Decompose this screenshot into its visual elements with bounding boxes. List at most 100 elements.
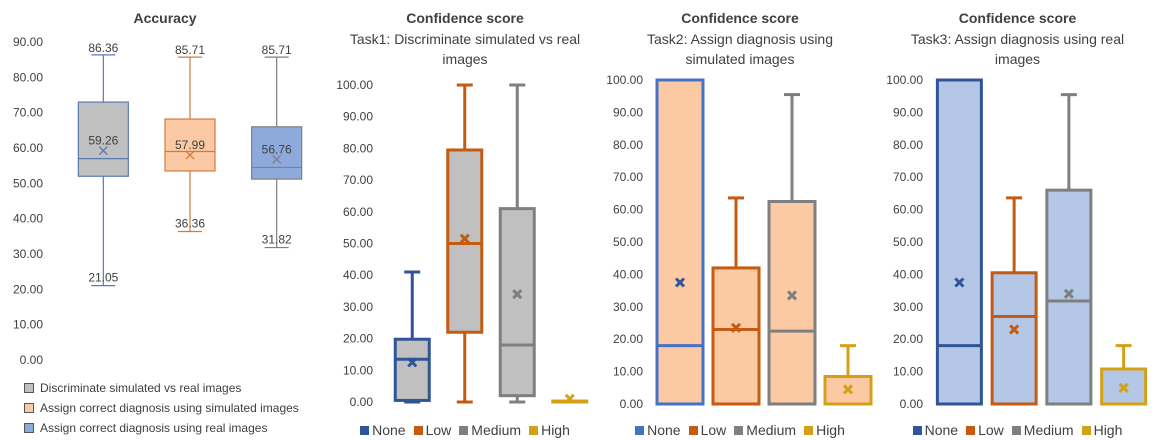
box-iqr	[655, 78, 705, 406]
mean-marker	[407, 357, 418, 368]
legend-item: Medium	[1011, 422, 1074, 438]
mean-value-label: 56.76	[262, 142, 292, 156]
box-iqr	[711, 266, 761, 406]
max-value-label: 85.71	[175, 43, 205, 57]
legend-item: Low	[688, 422, 727, 438]
box-iqr	[251, 126, 303, 180]
legend-label: Low	[425, 422, 452, 438]
box-iqr	[935, 78, 983, 406]
legend-item: High	[529, 422, 570, 438]
y-tick-label: 40.00	[343, 268, 373, 282]
accuracy-chart-panel: Accuracy 0.00 10.00 20.00 30.00 40.00 50.00 60…	[0, 0, 330, 440]
y-tick-label: 40.00	[13, 212, 43, 226]
y-tick-label: 40.00	[613, 267, 643, 281]
y-tick-label: 80.00	[613, 138, 643, 152]
legend-swatch	[413, 425, 423, 435]
y-tick-label: 10.00	[13, 318, 43, 332]
y-tick-label: 70.00	[613, 170, 643, 184]
box-iqr	[498, 207, 536, 398]
legend-label: Medium	[471, 422, 522, 438]
legend-swatch	[360, 425, 370, 435]
legend-label: Low	[700, 422, 727, 438]
legend-label: Medium	[746, 422, 797, 438]
box-iqr	[446, 148, 484, 334]
legend-item: None	[635, 422, 681, 438]
y-tick-label: 0.00	[620, 397, 644, 411]
y-tick-label: 10.00	[613, 365, 643, 379]
legend-item: Low	[966, 422, 1004, 438]
y-tick-label: 80.00	[343, 141, 373, 155]
box-iqr	[990, 271, 1038, 406]
y-tick-label: 20.00	[613, 332, 643, 346]
legend-swatch	[24, 403, 34, 413]
y-tick-label: 30.00	[613, 300, 643, 314]
chart-title: Confidence score	[958, 10, 1077, 26]
legend-swatch	[734, 425, 744, 435]
accuracy-plot: 0.00 10.00 20.00 30.00 40.00 50.00 60.00 70.00 8…	[13, 35, 320, 367]
legend-item: Discriminate simulated vs real images	[24, 378, 299, 398]
legend-swatch	[912, 425, 922, 435]
legend-label: None	[647, 422, 681, 438]
max-value-label: 85.71	[262, 43, 292, 57]
mean-marker	[674, 277, 686, 288]
y-tick-label: 30.00	[13, 247, 43, 261]
mean-value-label: 57.99	[175, 138, 205, 152]
box-iqr	[77, 101, 129, 177]
y-tick-label: 50.00	[893, 235, 923, 249]
legend-label: Discriminate simulated vs real images	[40, 381, 242, 395]
legend-label: High	[816, 422, 845, 438]
task2-plot: 0.00 10.00 20.00 30.00 40.00 50.00 60.00 70.00 8…	[606, 73, 873, 411]
y-tick-label: 60.00	[893, 203, 923, 217]
legend: None Low Medium High	[880, 422, 1155, 438]
legend-swatch	[688, 425, 698, 435]
legend-swatch	[804, 425, 814, 435]
y-tick-label: 100.00	[886, 73, 923, 87]
legend-label: Assign correct diagnosis using real imag…	[40, 421, 268, 435]
y-tick-label: 50.00	[613, 235, 643, 249]
mean-marker	[1118, 382, 1129, 393]
legend-item: Medium	[459, 422, 521, 438]
legend-label: None	[372, 422, 406, 438]
y-tick-label: 70.00	[893, 170, 923, 184]
mean-marker	[730, 322, 742, 333]
legend-swatch	[1081, 425, 1091, 435]
box-iqr	[1045, 188, 1093, 406]
max-value-label: 86.36	[88, 41, 118, 55]
chart-title: Confidence score	[406, 10, 524, 26]
legend-item: High	[1081, 422, 1122, 438]
task3-plot: 0.00 10.00 20.00 30.00 40.00 50.00 60.00 70.00 8…	[886, 73, 1148, 411]
legend-item: Medium	[734, 422, 796, 438]
mean-marker	[1063, 288, 1074, 299]
min-value-label: 21.05	[88, 271, 118, 285]
y-tick-label: 10.00	[343, 363, 373, 377]
task1-plot: 0.00 10.00 20.00 30.00 40.00 50.00 60.00 70.00 8…	[336, 78, 589, 409]
legend: None Low Medium High	[600, 422, 880, 438]
y-tick-label: 70.00	[13, 106, 43, 120]
mean-marker	[564, 393, 575, 404]
y-tick-label: 90.00	[343, 110, 373, 124]
task3-chart-panel: Confidence score Task3: Assign diagnosis…	[880, 0, 1155, 440]
legend-swatch	[635, 425, 645, 435]
legend-label: Assign correct diagnosis using simulated…	[40, 401, 299, 415]
y-tick-label: 100.00	[336, 78, 373, 92]
legend-label: Low	[978, 422, 1004, 438]
mean-marker	[459, 233, 470, 244]
legend-swatch	[24, 383, 34, 393]
legend-item: Assign correct diagnosis using real imag…	[24, 418, 299, 438]
mean-marker	[272, 154, 282, 164]
task2-chart-panel: Confidence score Task2: Assign diagnosis…	[600, 0, 880, 440]
legend-item: None	[360, 422, 406, 438]
y-tick-label: 20.00	[893, 332, 923, 346]
y-tick-label: 90.00	[613, 105, 643, 119]
mean-marker	[1009, 324, 1020, 335]
mean-value-label: 59.26	[88, 134, 118, 148]
legend-label: Medium	[1023, 422, 1074, 438]
box-iqr	[393, 337, 431, 402]
y-tick-label: 60.00	[13, 141, 43, 155]
legend-swatch	[24, 423, 34, 433]
chart-title: Confidence score	[681, 10, 799, 26]
min-value-label: 31.82	[262, 233, 292, 247]
y-tick-label: 90.00	[893, 105, 923, 119]
y-tick-label: 20.00	[13, 282, 43, 296]
y-tick-label: 0.00	[20, 353, 44, 367]
